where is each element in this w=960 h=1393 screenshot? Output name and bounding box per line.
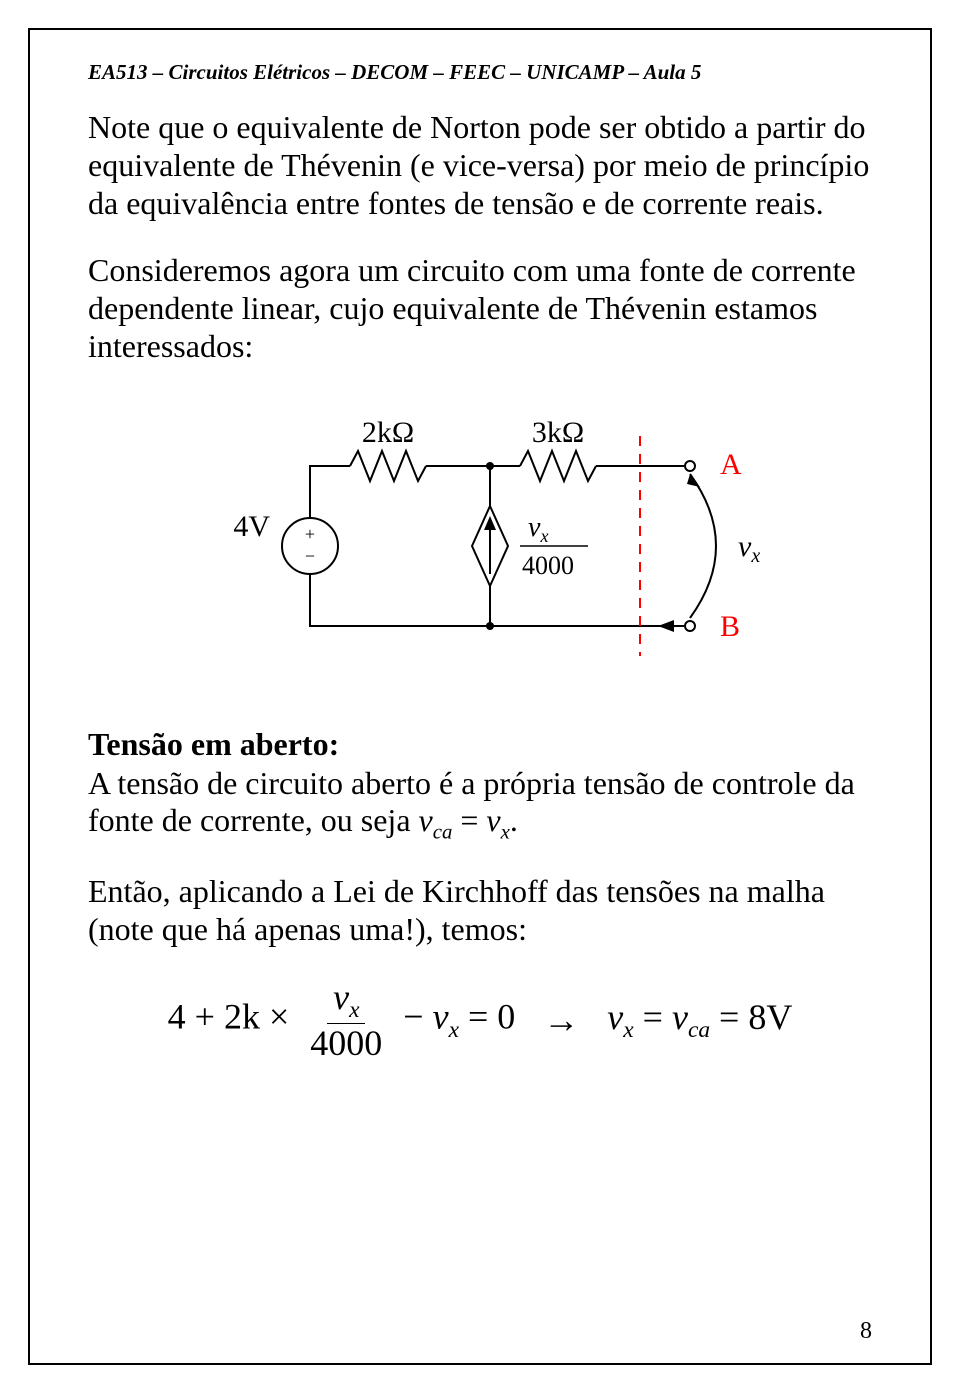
eq-mid: = [452, 802, 486, 838]
terminal-b-label: B [720, 610, 740, 643]
para3-end: . [510, 802, 518, 838]
vsrc-plus: + [305, 524, 315, 544]
vsrc-minus: − [305, 546, 315, 566]
page-number: 8 [860, 1318, 872, 1345]
dep-den: 4000 [522, 551, 574, 580]
terminal-a-label: A [720, 448, 742, 481]
eq-fraction: vx 4000 [304, 979, 388, 1062]
eq-t3: = 0 [468, 996, 515, 1036]
vx-arrow-head-icon [687, 474, 700, 487]
wire [310, 466, 350, 518]
paragraph-2: Consideremos agora um circuito com uma f… [88, 252, 872, 365]
eq-right: vx = vca = 8V [607, 996, 792, 1044]
resistor-r2-icon [520, 451, 596, 481]
r1-label: 2kΩ [362, 416, 414, 449]
section-title: Tensão em aberto: [88, 726, 872, 763]
paragraph-4: Então, aplicando a Lei de Kirchhoff das … [88, 873, 872, 949]
eq-t1: 4 + 2k × [168, 996, 290, 1036]
resistor-r1-icon [350, 451, 426, 481]
terminal-a-icon [685, 461, 695, 471]
vx-label: vx [738, 530, 760, 567]
page-frame: EA513 – Circuitos Elétricos – DECOM – FE… [28, 28, 932, 1365]
paragraph-3: A tensão de circuito aberto é a própria … [88, 765, 872, 846]
vca-lhs: vca [419, 802, 453, 838]
dep-arrow-head-icon [484, 516, 496, 530]
eq-t2: − [403, 996, 432, 1036]
circuit-svg: + − 4V 2kΩ 3kΩ A [190, 396, 770, 686]
eq-arrow: → [535, 999, 587, 1041]
circuit-diagram: + − 4V 2kΩ 3kΩ A [88, 396, 872, 686]
vx-rhs: vx [486, 802, 509, 838]
vx-tail-arrow-icon [658, 620, 674, 632]
vx-arrow-path [690, 474, 716, 618]
paragraph-1: Note que o equivalente de Norton pode se… [88, 109, 872, 222]
wire [310, 574, 490, 626]
vsrc-label: 4V [233, 510, 270, 543]
eq-left: 4 + 2k × vx 4000 − vx = 0 [168, 979, 516, 1062]
dep-num: vx [528, 512, 548, 546]
page-header: EA513 – Circuitos Elétricos – DECOM – FE… [88, 60, 872, 85]
terminal-b-icon [685, 621, 695, 631]
equation-block: 4 + 2k × vx 4000 − vx = 0 → vx = vca = 8… [88, 979, 872, 1062]
r2-label: 3kΩ [532, 416, 584, 449]
